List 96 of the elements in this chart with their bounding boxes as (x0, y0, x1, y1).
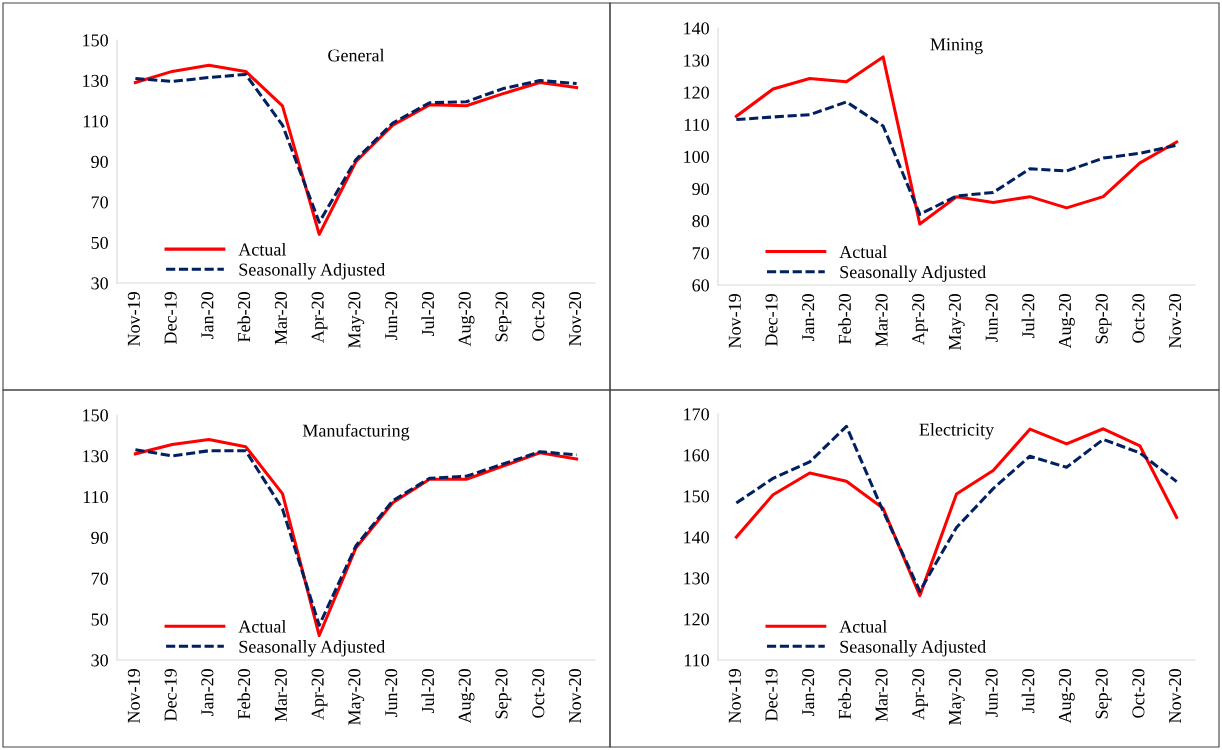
x-tick-label: Dec-19 (765, 294, 778, 346)
y-tick-label: 140 (684, 531, 709, 544)
legend-label: Seasonally Adjusted (840, 265, 986, 282)
x-tick-label: Sep-20 (495, 292, 512, 342)
x-tick-label: Jul-20 (421, 292, 435, 337)
y-tick-label: 60 (692, 279, 709, 292)
y-tick-label: 130 (684, 54, 709, 67)
chart-title: Manufacturing (302, 423, 410, 441)
y-tick-label: 90 (692, 182, 709, 196)
x-tick-label: Apr-20 (311, 292, 328, 343)
x-tick-label: Dec-19 (164, 292, 177, 344)
y-tick-label: 150 (684, 490, 709, 503)
x-tick-label: Nov-19 (728, 294, 741, 348)
y-tick-label: 110 (83, 115, 108, 128)
y-tick-label: 90 (91, 531, 108, 544)
legend-label: Seasonally Adjusted (239, 640, 386, 657)
x-tick-label: Aug-20 (1058, 294, 1075, 349)
x-tick-label: Mar-20 (274, 669, 287, 722)
y-tick-label: 100 (684, 150, 709, 163)
x-tick-label: Sep-20 (495, 669, 512, 719)
y-tick-label: 70 (692, 247, 709, 260)
y-tick-label: 120 (684, 86, 709, 99)
x-tick-label: Oct-20 (1132, 294, 1145, 343)
legend-label: Actual (839, 245, 887, 259)
x-tick-label: Feb-20 (838, 294, 851, 344)
x-tick-label: Jun-20 (985, 669, 998, 718)
y-tick-label: 130 (83, 74, 108, 87)
y-tick-label: 120 (684, 613, 709, 626)
x-tick-label: Jun-20 (385, 292, 398, 341)
x-tick-label: May-20 (948, 669, 965, 725)
text: Mining (930, 38, 983, 55)
y-tick-label: 30 (91, 654, 108, 667)
x-tick-label: Jan-20 (802, 669, 815, 717)
x-tick-label: Nov-20 (568, 669, 582, 723)
x-tick-label: Jul-20 (1021, 294, 1035, 339)
y-tick-label: 110 (83, 490, 108, 504)
x-tick-label: Sep-20 (1095, 669, 1112, 719)
x-tick-label: Aug-20 (458, 292, 475, 347)
line-series (734, 55, 1179, 226)
y-tick-label: 130 (684, 572, 709, 585)
legend-label: Actual (839, 620, 887, 633)
y-tick-label: 30 (91, 277, 108, 290)
x-tick-label: Mar-20 (274, 292, 287, 345)
y-tick-label: 150 (83, 409, 108, 422)
x-tick-label: Jun-20 (985, 294, 998, 343)
legend-label: Actual (238, 620, 287, 633)
y-tick-label: 70 (91, 572, 108, 585)
x-tick-label: Oct-20 (1132, 669, 1145, 718)
y-tick-label: 140 (684, 22, 709, 35)
x-tick-label: May-20 (948, 294, 965, 350)
x-tick-label: May-20 (348, 292, 365, 348)
x-tick-label: Jan-20 (201, 669, 214, 717)
x-tick-label: Feb-20 (237, 669, 251, 719)
y-tick-label: 70 (91, 196, 108, 209)
x-tick-label: Nov-19 (728, 669, 741, 723)
y-tick-label: 80 (692, 215, 709, 228)
legend-label: Seasonally Adjusted (239, 263, 386, 280)
chart-title: Electricity (919, 423, 995, 440)
x-tick-label: Jan-20 (802, 294, 815, 342)
x-tick-label: Sep-20 (1095, 294, 1112, 344)
y-tick-label: 90 (91, 155, 108, 168)
x-tick-label: Mar-20 (875, 669, 888, 722)
x-tick-label: Feb-20 (237, 292, 251, 342)
line-series (734, 100, 1179, 216)
x-tick-label: Feb-20 (838, 669, 851, 719)
y-tick-label: 160 (684, 449, 709, 462)
x-tick-label: Oct-20 (532, 292, 545, 341)
x-tick-label: Nov-19 (127, 669, 140, 723)
x-tick-label: Nov-20 (1168, 669, 1182, 723)
legend-label: Actual (238, 242, 287, 256)
y-tick-label: 150 (83, 34, 108, 47)
x-tick-label: Nov-20 (568, 292, 582, 346)
x-tick-label: Jun-20 (385, 669, 398, 718)
x-tick-label: Nov-19 (127, 292, 140, 346)
x-tick-label: Jul-20 (421, 669, 435, 714)
legend-label: Seasonally Adjusted (840, 640, 986, 657)
x-tick-label: Apr-20 (912, 294, 928, 345)
x-tick-label: May-20 (348, 669, 365, 725)
x-tick-label: Aug-20 (1058, 669, 1075, 724)
x-tick-label: Apr-20 (912, 669, 928, 720)
y-tick-label: 50 (91, 236, 108, 249)
x-tick-label: Jan-20 (201, 292, 214, 340)
x-tick-label: Dec-19 (164, 669, 177, 721)
x-tick-label: Oct-20 (532, 669, 545, 718)
y-tick-label: 110 (684, 118, 709, 131)
chart-title: General (328, 48, 385, 62)
x-tick-label: Mar-20 (875, 294, 888, 347)
y-tick-label: 170 (684, 408, 709, 421)
y-tick-label: 50 (91, 613, 108, 626)
x-tick-label: Dec-19 (765, 669, 778, 721)
x-tick-label: Nov-20 (1168, 294, 1182, 348)
y-tick-label: 110 (684, 654, 709, 667)
x-tick-label: Jul-20 (1021, 669, 1035, 714)
x-tick-label: Apr-20 (311, 669, 328, 720)
x-tick-label: Aug-20 (458, 669, 475, 724)
y-tick-label: 130 (83, 450, 108, 463)
